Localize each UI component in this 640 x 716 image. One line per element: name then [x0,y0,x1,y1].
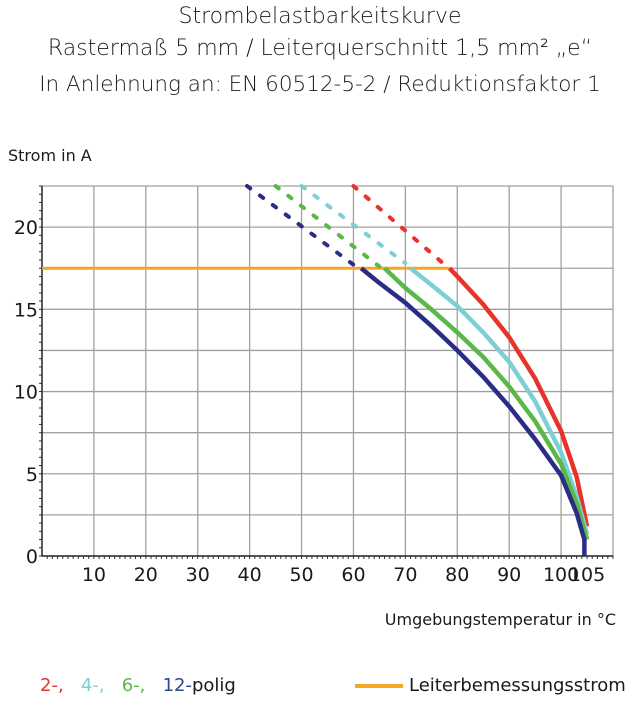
y-axis-label: Strom in A [8,146,92,165]
x-tick-label: 30 [186,564,210,586]
legend-12: 12- [162,675,192,696]
series-6-line [383,266,590,541]
x-tick-label: 70 [393,564,417,586]
x-tick-label: 50 [289,564,313,586]
series-12-dashed [245,184,359,269]
series-2-line [447,266,590,527]
chart-subtitle: Rastermaß 5 mm / Leiterquerschnitt 1,5 m… [47,36,593,61]
x-tick-label: 60 [341,564,365,586]
x-tick-label: 40 [238,564,262,586]
x-tick-label: 90 [497,564,521,586]
rated-current-legend: Leiterbemessungsstrom [355,675,626,696]
series-2-dashed [351,184,449,269]
x-tick-label: 80 [445,564,469,586]
series-legend: 2-, 4-, 6-, 12-polig [40,675,236,696]
legend-suffix: polig [191,675,236,696]
series-12-line [359,266,587,556]
series-4-line [409,266,590,536]
legend-4: 4-, [80,675,116,696]
legend-rated-label: Leiterbemessungsstrom [409,675,626,696]
legend-6: 6-, [121,675,157,696]
chart-title: Strombelastbarkeitskurve [178,4,462,29]
x-tick-label: 105 [569,564,605,586]
legend-line-swatch [355,684,403,688]
y-tick-label: 0 [26,546,38,568]
chart-subtitle-2: In Anlehnung an: EN 60512-5-2 / Reduktio… [39,72,601,97]
legend-2: 2-, [40,675,76,696]
x-tick-label: 10 [82,564,106,586]
y-tick-label: 20 [14,217,38,239]
y-tick-label: 10 [14,382,38,404]
series-4-dashed [299,184,408,266]
y-tick-label: 5 [26,464,38,486]
x-tick-label: 20 [134,564,158,586]
x-axis-label: Umgebungstemperatur in °C [384,610,616,629]
series-6-dashed [273,184,382,269]
x-tick-label: 100 [543,564,579,586]
y-tick-label: 15 [14,299,38,321]
